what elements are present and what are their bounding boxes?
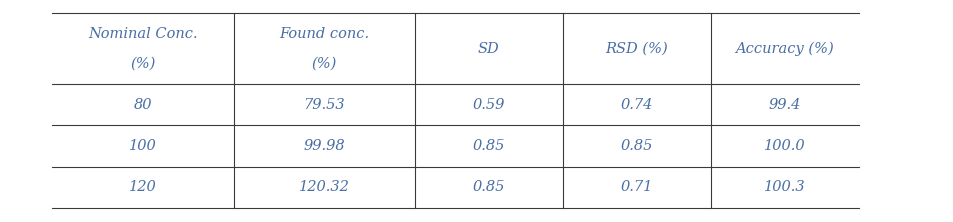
Text: 120: 120	[129, 180, 157, 194]
Text: SD: SD	[477, 42, 499, 56]
Text: Accuracy (%): Accuracy (%)	[735, 42, 833, 56]
Text: 0.59: 0.59	[473, 98, 504, 112]
Text: 99.4: 99.4	[768, 98, 800, 112]
Text: 100.3: 100.3	[763, 180, 804, 194]
Text: Nominal Conc.: Nominal Conc.	[89, 27, 197, 42]
Text: RSD (%): RSD (%)	[605, 42, 667, 56]
Text: 120.32: 120.32	[298, 180, 350, 194]
Text: 0.85: 0.85	[473, 180, 504, 194]
Text: Found conc.: Found conc.	[279, 27, 369, 42]
Text: 99.98: 99.98	[303, 139, 345, 153]
Text: 0.85: 0.85	[473, 139, 504, 153]
Text: 0.71: 0.71	[620, 180, 652, 194]
Text: 0.74: 0.74	[620, 98, 652, 112]
Text: 100.0: 100.0	[763, 139, 804, 153]
Text: 80: 80	[133, 98, 152, 112]
Text: 100: 100	[129, 139, 157, 153]
Text: (%): (%)	[131, 56, 155, 70]
Text: 0.85: 0.85	[620, 139, 652, 153]
Text: 79.53: 79.53	[303, 98, 345, 112]
Text: (%): (%)	[312, 56, 336, 70]
